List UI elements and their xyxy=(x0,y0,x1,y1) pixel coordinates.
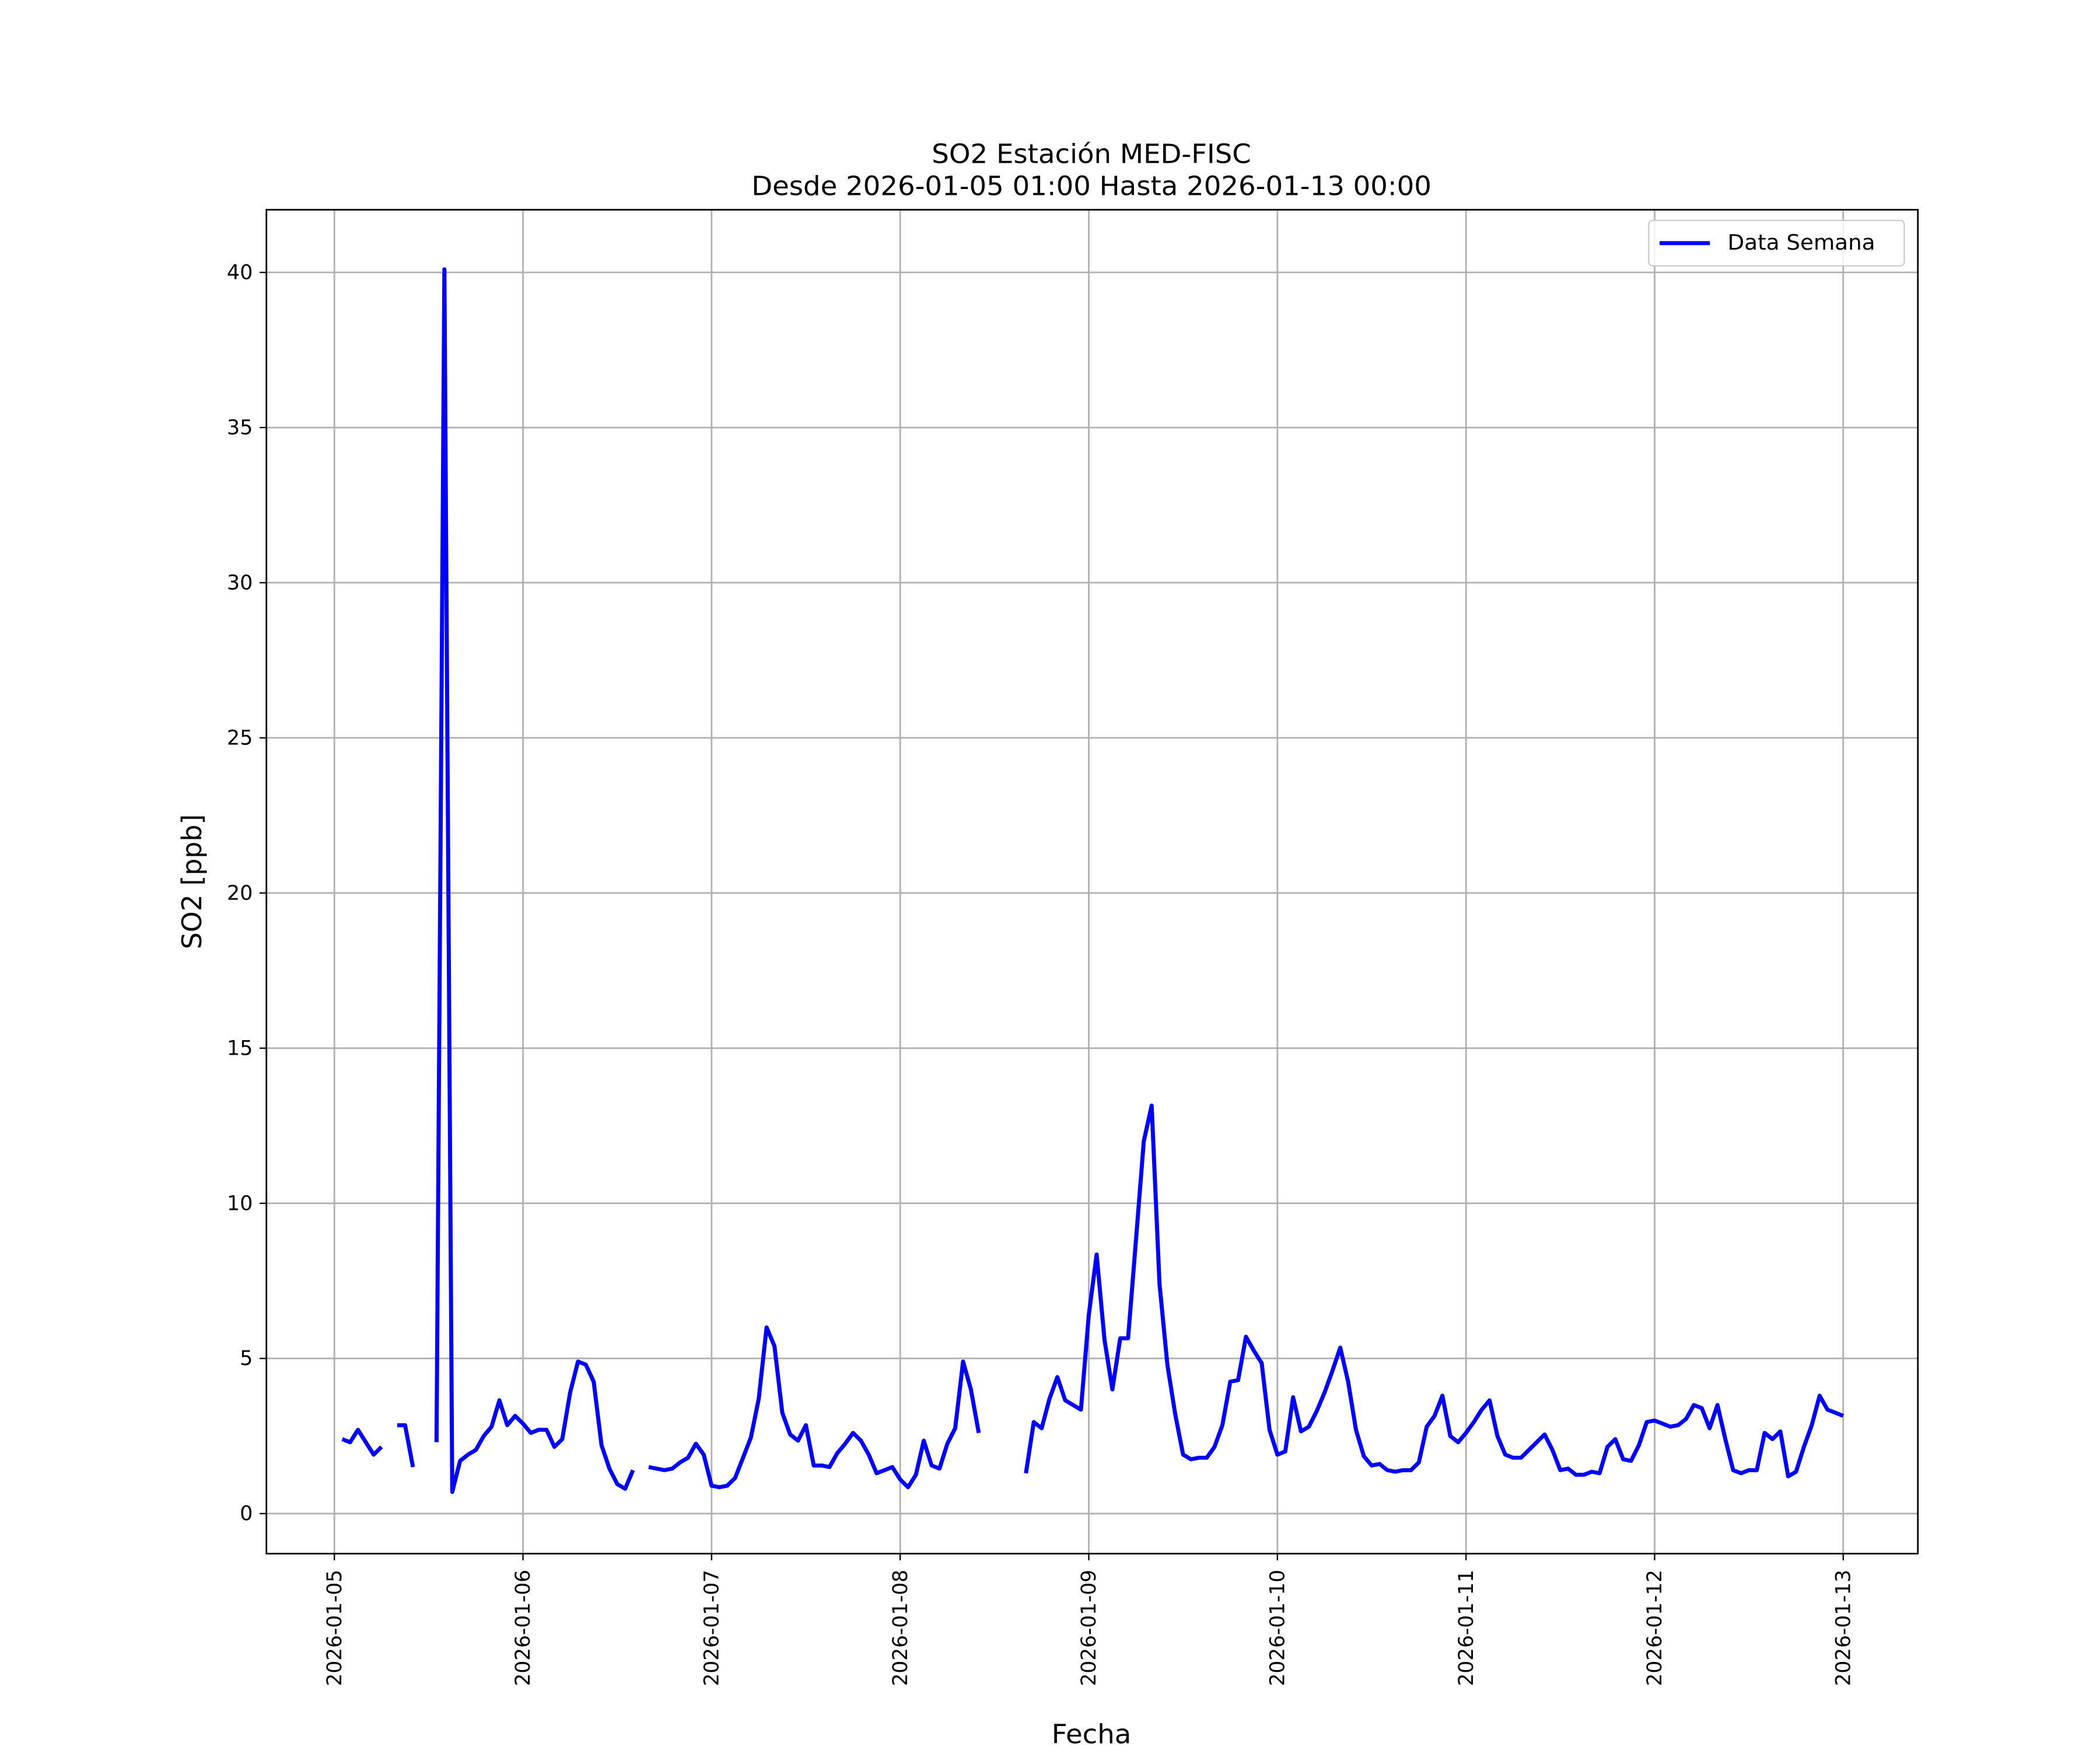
x-tick-label: 2026-01-05 xyxy=(323,1570,346,1686)
x-tick-label: 2026-01-09 xyxy=(1077,1570,1101,1686)
y-tick-label: 10 xyxy=(227,1192,253,1216)
y-tick-label: 35 xyxy=(227,416,253,440)
y-tick-label: 40 xyxy=(227,261,253,285)
x-tick-label: 2026-01-10 xyxy=(1266,1570,1289,1686)
y-tick-label: 20 xyxy=(227,882,253,905)
x-tick-label: 2026-01-07 xyxy=(700,1570,723,1686)
x-tick-label: 2026-01-08 xyxy=(889,1570,912,1686)
plot-frame xyxy=(265,209,1919,1555)
y-tick-label: 5 xyxy=(240,1347,253,1370)
y-axis-label: SO2 [ppb] xyxy=(176,814,207,950)
y-tick-label: 15 xyxy=(227,1037,253,1060)
x-tick-label: 2026-01-12 xyxy=(1643,1570,1667,1686)
x-axis-label: Fecha xyxy=(1052,1718,1132,1750)
legend: Data Semana xyxy=(1648,219,1905,267)
y-tick-label: 25 xyxy=(227,727,253,750)
y-tick-label: 0 xyxy=(240,1502,253,1525)
x-tick-label: 2026-01-06 xyxy=(512,1570,535,1686)
y-tick-label: 30 xyxy=(227,572,253,595)
legend-box xyxy=(1648,219,1905,267)
legend-label: Data Semana xyxy=(1728,230,1875,256)
x-tick-label: 2026-01-11 xyxy=(1455,1570,1478,1686)
chart-subtitle: Desde 2026-01-05 01:00 Hasta 2026-01-13 … xyxy=(751,170,1432,202)
chart-title: SO2 Estación MED-FISC xyxy=(932,138,1251,170)
data-line xyxy=(341,267,1845,1494)
x-tick-label: 2026-01-13 xyxy=(1832,1570,1855,1686)
